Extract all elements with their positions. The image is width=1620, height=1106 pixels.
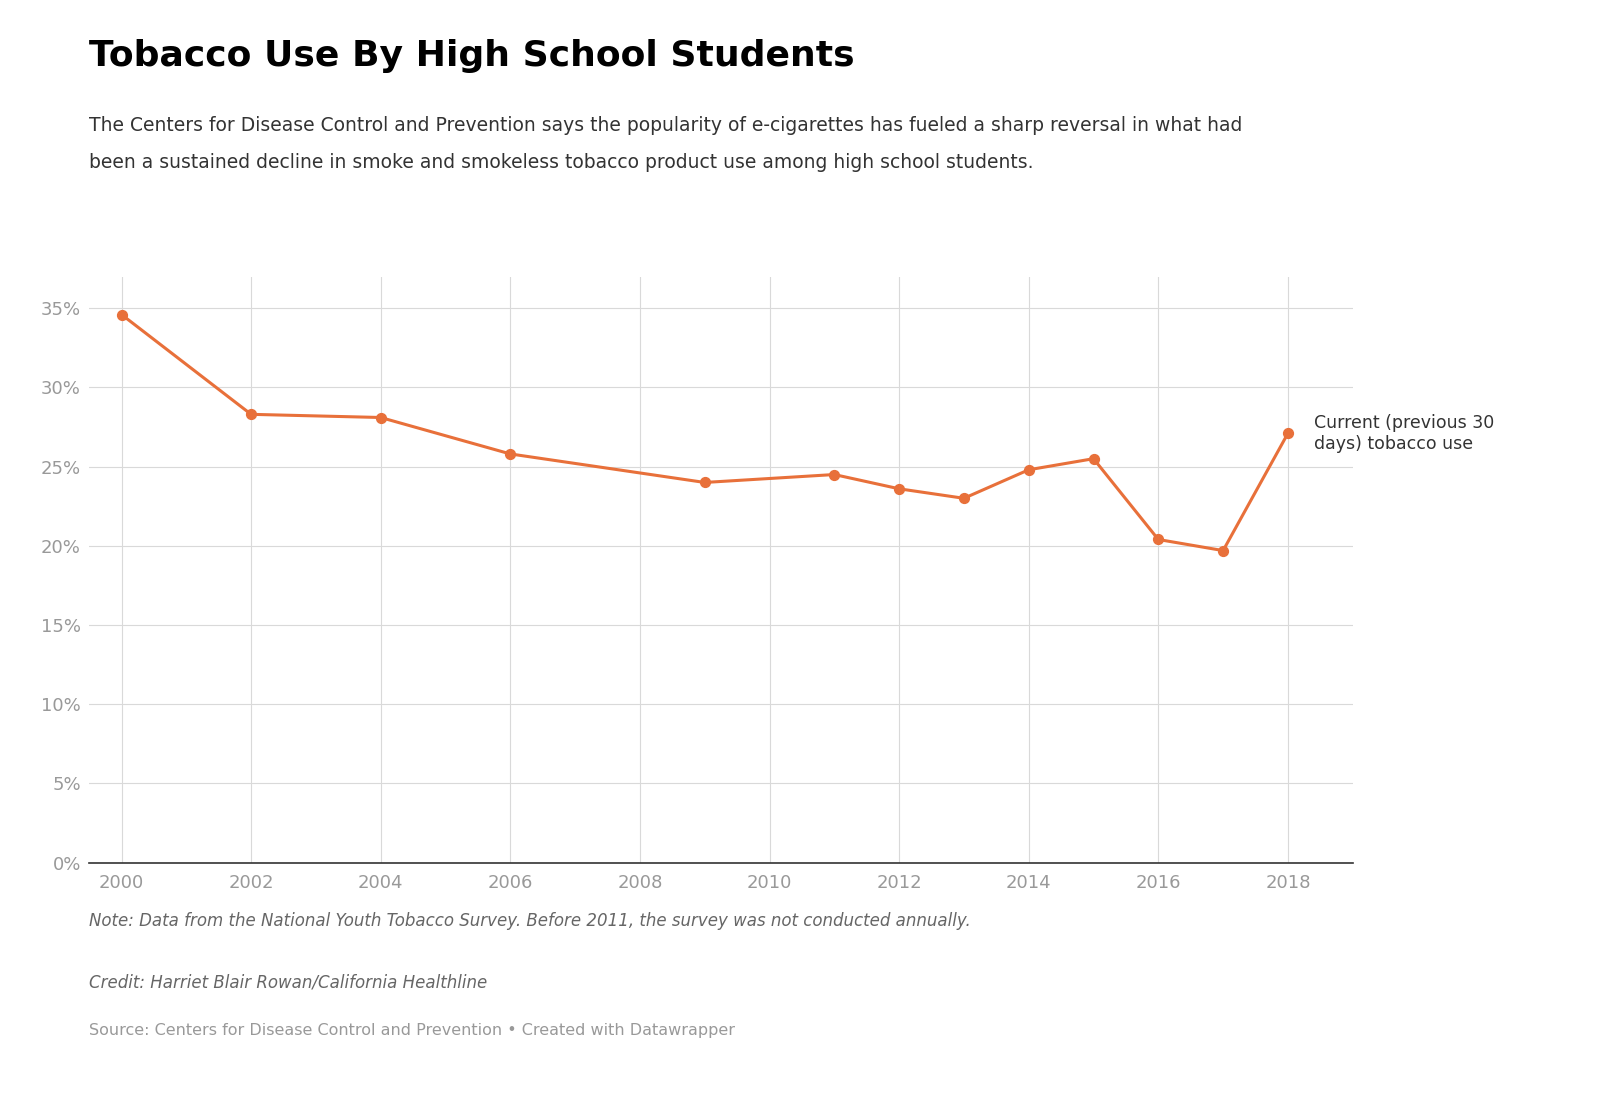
Point <box>821 466 847 483</box>
Text: Tobacco Use By High School Students: Tobacco Use By High School Students <box>89 39 855 73</box>
Point <box>1081 450 1106 468</box>
Point <box>692 473 718 491</box>
Text: Current (previous 30
days) tobacco use: Current (previous 30 days) tobacco use <box>1314 414 1494 452</box>
Text: Note: Data from the National Youth Tobacco Survey. Before 2011, the survey was n: Note: Data from the National Youth Tobac… <box>89 912 970 930</box>
Point <box>1145 531 1171 549</box>
Point <box>1210 542 1236 560</box>
Point <box>368 408 394 426</box>
Point <box>1275 425 1301 442</box>
Text: been a sustained decline in smoke and smokeless tobacco product use among high s: been a sustained decline in smoke and sm… <box>89 153 1034 171</box>
Text: Credit: Harriet Blair Rowan/California Healthline: Credit: Harriet Blair Rowan/California H… <box>89 973 488 991</box>
Point <box>497 445 523 462</box>
Point <box>951 490 977 508</box>
Text: Source: Centers for Disease Control and Prevention • Created with Datawrapper: Source: Centers for Disease Control and … <box>89 1023 735 1039</box>
Point <box>1016 461 1042 479</box>
Point <box>886 480 912 498</box>
Point <box>109 305 134 323</box>
Text: The Centers for Disease Control and Prevention says the popularity of e-cigarett: The Centers for Disease Control and Prev… <box>89 116 1243 135</box>
Point <box>238 406 264 424</box>
